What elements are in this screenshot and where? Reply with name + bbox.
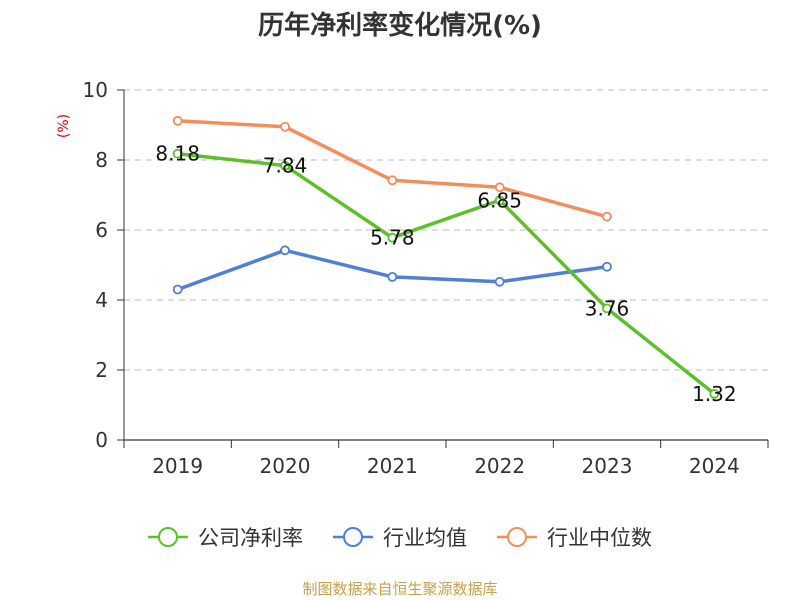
data-label: 3.76 (585, 296, 630, 320)
data-point (494, 182, 505, 193)
data-labels: 8.18 7.84 5.78 6.85 3.76 1.32 (155, 142, 736, 406)
series-layer (172, 115, 720, 399)
legend-item-0: 公司净利率 (148, 526, 303, 550)
data-point (387, 271, 398, 282)
y-tick-label: 8 (95, 148, 108, 172)
y-tick-label: 2 (95, 358, 108, 382)
x-tick-label: 2020 (260, 454, 311, 478)
data-point (602, 211, 612, 222)
data-point (602, 261, 612, 272)
source-note: 制图数据来自恒生聚源数据库 (302, 580, 497, 598)
data-label: 8.18 (155, 142, 200, 166)
legend-item-1: 行业均值 (333, 526, 467, 550)
legend-marker (158, 527, 178, 547)
data-point (494, 276, 505, 287)
y-tick-label: 4 (95, 288, 108, 312)
axes: 0 2 4 6 8 10 2019 2020 2021 2022 2023 2024 (83, 78, 769, 478)
legend-label: 行业均值 (383, 526, 467, 550)
chart-title: 历年净利率变化情况(%) (258, 10, 542, 41)
data-point (172, 284, 183, 295)
y-tick-label: 10 (83, 78, 108, 102)
data-point (172, 148, 183, 159)
legend-marker (343, 527, 363, 547)
data-point (387, 175, 398, 186)
series-1 (172, 245, 612, 295)
y-tick-label: 6 (95, 218, 108, 242)
series-line (175, 151, 717, 396)
series-line (175, 248, 609, 292)
series-line (175, 119, 609, 219)
data-label: 5.78 (370, 226, 415, 250)
data-point (280, 160, 290, 171)
legend: 公司净利率 行业均值 行业中位数 (148, 526, 652, 550)
data-point (280, 245, 290, 256)
legend-item-2: 行业中位数 (497, 526, 652, 550)
series-2 (172, 115, 612, 222)
data-point (280, 121, 290, 132)
data-label: 7.84 (263, 154, 308, 178)
data-point (172, 115, 183, 126)
series-0 (172, 148, 720, 399)
x-tick-label: 2022 (474, 454, 525, 478)
x-tick-label: 2024 (689, 454, 740, 478)
data-point (709, 388, 720, 399)
data-point (602, 303, 612, 314)
x-tick-label: 2021 (367, 454, 418, 478)
data-label: 1.32 (692, 382, 737, 406)
legend-label: 公司净利率 (198, 526, 303, 550)
grid-lines (124, 89, 768, 371)
y-tick-label: 0 (95, 428, 108, 452)
y-axis-label: (%) (56, 114, 72, 138)
data-point (494, 195, 505, 206)
legend-label: 行业中位数 (547, 526, 652, 550)
legend-marker (507, 527, 527, 547)
data-label: 6.85 (477, 188, 522, 212)
x-tick-label: 2023 (582, 454, 633, 478)
data-point (387, 232, 398, 243)
x-tick-label: 2019 (152, 454, 203, 478)
